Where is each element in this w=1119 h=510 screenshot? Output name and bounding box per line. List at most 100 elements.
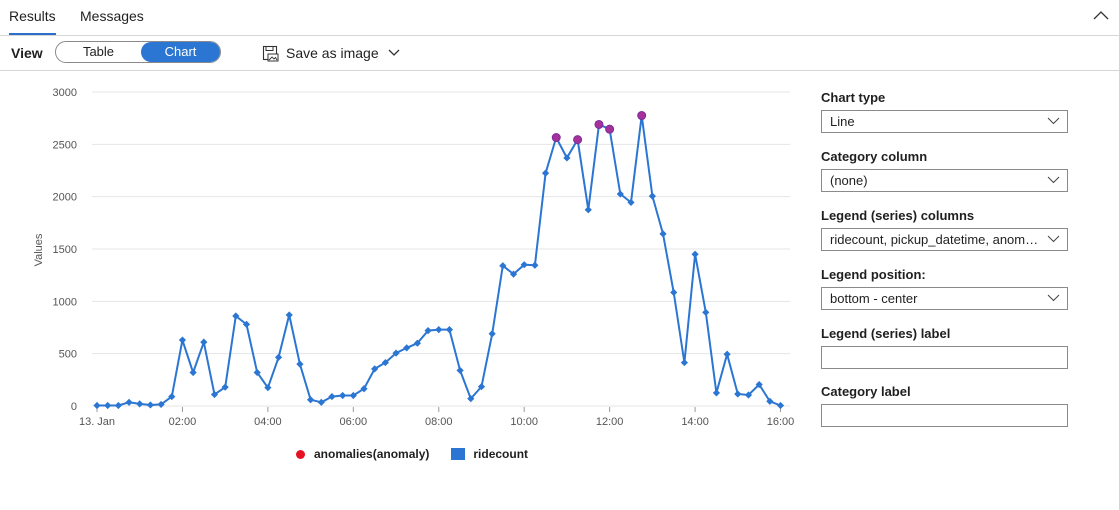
ridecount-data-point[interactable]	[520, 261, 528, 269]
ridecount-data-point[interactable]	[413, 339, 421, 347]
ridecount-data-point[interactable]	[691, 250, 699, 258]
ridecount-data-point[interactable]	[178, 336, 187, 344]
ridecount-data-point[interactable]	[456, 366, 464, 375]
ridecount-data-point[interactable]	[627, 198, 635, 207]
ridecount-data-point[interactable]	[499, 262, 507, 270]
ridecount-data-point[interactable]	[307, 396, 315, 404]
anomaly-series-points	[551, 111, 647, 145]
ridecount-data-point[interactable]	[563, 154, 571, 162]
y-tick-label: 2500	[53, 139, 77, 151]
ridecount-data-point[interactable]	[403, 344, 411, 352]
ridecount-data-point[interactable]	[670, 288, 678, 297]
ridecount-data-point[interactable]	[146, 401, 154, 409]
ridecount-data-point[interactable]	[328, 392, 336, 401]
y-tick-label: 1000	[53, 296, 77, 308]
ridecount-data-point[interactable]	[371, 365, 379, 373]
ridecount-data-point[interactable]	[712, 389, 721, 397]
collapse-button[interactable]	[1091, 6, 1111, 26]
x-tick-label: 13. Jan	[79, 416, 115, 428]
ridecount-data-point[interactable]	[210, 390, 219, 399]
ridecount-data-point[interactable]	[317, 398, 325, 406]
ridecount-data-point[interactable]	[755, 380, 763, 389]
ridecount-data-point[interactable]	[702, 308, 710, 316]
ridecount-data-point[interactable]	[776, 401, 785, 410]
ridecount-data-point[interactable]	[744, 391, 753, 399]
ridecount-data-point[interactable]	[285, 311, 293, 319]
ridecount-data-point[interactable]	[168, 392, 176, 401]
legend-columns-label: Legend (series) columns	[821, 208, 975, 223]
ridecount-data-point[interactable]	[541, 169, 550, 177]
anomaly-data-point[interactable]	[573, 135, 583, 145]
legend-series-label-input[interactable]	[821, 346, 1068, 369]
anomaly-data-point[interactable]	[637, 111, 647, 121]
legend-ridecount-label: ridecount	[473, 447, 529, 461]
ridecount-data-point[interactable]	[339, 391, 347, 400]
ridecount-data-point[interactable]	[381, 358, 389, 367]
ridecount-data-point[interactable]	[680, 358, 688, 367]
ridecount-data-point[interactable]	[274, 353, 283, 361]
ridecount-data-point[interactable]	[114, 401, 122, 410]
legend-series-label-label: Legend (series) label	[821, 326, 951, 341]
anomaly-data-point[interactable]	[551, 133, 561, 143]
tab-results[interactable]: Results	[9, 0, 56, 35]
ridecount-data-point[interactable]	[189, 368, 197, 377]
x-tick-label: 14:00	[681, 416, 709, 428]
ridecount-data-point[interactable]	[157, 400, 165, 409]
chevron-up-icon	[1093, 11, 1109, 20]
ridecount-data-point[interactable]	[584, 206, 592, 214]
x-axis-ticks: 13. Jan 02:00 04:00 06:00 08:00 10:00 12:00 14:…	[79, 407, 794, 428]
ridecount-data-point[interactable]	[136, 400, 144, 408]
tab-messages[interactable]: Messages	[80, 8, 144, 24]
ridecount-data-point[interactable]	[125, 398, 133, 406]
ridecount-data-point[interactable]	[531, 261, 539, 269]
anomaly-data-point[interactable]	[594, 119, 604, 129]
ridecount-data-point[interactable]	[467, 395, 475, 403]
chart-view-option[interactable]: Chart	[141, 42, 220, 62]
ridecount-data-point[interactable]	[445, 325, 454, 334]
x-tick-label: 04:00	[254, 416, 282, 428]
category-column-select[interactable]: (none)	[821, 169, 1068, 192]
ridecount-data-point[interactable]	[766, 397, 774, 405]
table-view-option[interactable]: Table	[82, 44, 115, 59]
ridecount-data-point[interactable]	[734, 390, 742, 398]
ridecount-data-point[interactable]	[509, 270, 518, 278]
save-as-image-button[interactable]: Save as image	[262, 43, 407, 63]
ridecount-data-point[interactable]	[253, 368, 261, 377]
ridecount-data-point[interactable]	[232, 312, 240, 320]
ridecount-data-point[interactable]	[435, 325, 443, 334]
legend-item-ridecount[interactable]: ridecount	[451, 447, 528, 461]
chart-type-value: Line	[830, 114, 855, 129]
ridecount-data-point[interactable]	[723, 350, 731, 358]
ridecount-data-point[interactable]	[648, 192, 656, 200]
ridecount-data-point[interactable]	[360, 385, 368, 393]
x-tick-label: 12:00	[596, 416, 624, 428]
chevron-down-icon	[1047, 235, 1060, 243]
x-tick-label: 02:00	[169, 416, 197, 428]
chart-type-label: Chart type	[821, 90, 886, 105]
ridecount-data-point[interactable]	[424, 327, 432, 335]
chevron-down-icon	[388, 49, 400, 56]
ridecount-series-line	[97, 115, 781, 407]
legend-position-select[interactable]: bottom - center	[821, 287, 1068, 310]
ridecount-data-point[interactable]	[349, 391, 357, 400]
ridecount-data-point[interactable]	[659, 230, 667, 238]
chart-type-select[interactable]: Line	[821, 110, 1068, 133]
legend-item-anomalies[interactable]: anomalies(anomaly)	[296, 447, 429, 461]
ridecount-data-point[interactable]	[264, 384, 272, 392]
anomaly-data-point[interactable]	[605, 124, 615, 134]
ridecount-data-point[interactable]	[477, 383, 486, 391]
legend-columns-select[interactable]: ridecount, pickup_datetime, anomalies(an…	[821, 228, 1068, 251]
ridecount-data-point[interactable]	[296, 360, 304, 368]
category-label-input[interactable]	[821, 404, 1068, 427]
ridecount-data-point[interactable]	[242, 320, 251, 328]
ridecount-data-point[interactable]	[104, 401, 112, 410]
ridecount-data-point[interactable]	[488, 330, 496, 338]
ridecount-data-point[interactable]	[93, 401, 101, 410]
legend-anomaly-marker	[296, 449, 305, 459]
y-axis-label: Values	[33, 233, 45, 266]
ridecount-data-point[interactable]	[221, 383, 229, 391]
ridecount-data-point[interactable]	[616, 190, 624, 198]
category-column-label: Category column	[821, 149, 928, 164]
ridecount-data-point[interactable]	[200, 338, 208, 346]
ridecount-data-point[interactable]	[392, 349, 400, 357]
